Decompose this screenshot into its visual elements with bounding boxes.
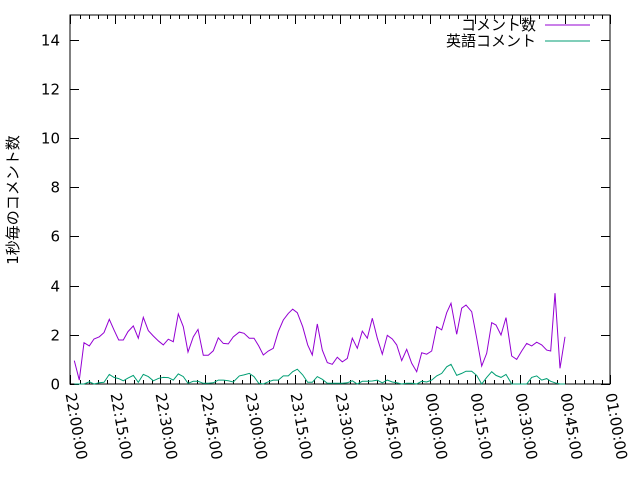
series-line-0 xyxy=(73,293,566,381)
x-tick-label: 00:45:00 xyxy=(557,392,586,461)
y-axis-label: 1秒毎のコメント数 xyxy=(4,135,22,265)
y-tick-label: 4 xyxy=(50,278,60,296)
y-axis-ticks: 0 2 4 6 8 10 12 14 xyxy=(41,32,610,394)
x-tick-label: 23:00:00 xyxy=(242,392,271,461)
x-tick-label: 00:00:00 xyxy=(422,392,451,461)
x-tick-label: 22:15:00 xyxy=(107,392,136,461)
y-tick-label: 6 xyxy=(50,228,60,246)
y-tick-label: 8 xyxy=(50,179,60,197)
x-tick-label: 23:30:00 xyxy=(332,392,361,461)
x-tick-label: 22:30:00 xyxy=(152,392,181,461)
series-line-1 xyxy=(74,363,565,385)
legend-label-0: コメント数 xyxy=(461,16,536,34)
x-axis-ticks: 22:00:00 22:15:00 22:30:00 22:45:00 23:00:00… xyxy=(62,15,631,461)
series-lines xyxy=(73,293,566,385)
legend-label-1: 英語コメント xyxy=(446,32,536,50)
x-tick-label: 22:00:00 xyxy=(62,392,91,461)
x-tick-label: 01:00:00 xyxy=(602,392,631,461)
legend: コメント数 英語コメント xyxy=(446,16,590,50)
plot-border xyxy=(69,14,611,385)
y-tick-label: 2 xyxy=(50,327,60,345)
y-tick-label: 14 xyxy=(41,32,60,50)
x-tick-label: 23:15:00 xyxy=(287,392,316,461)
x-tick-label: 22:45:00 xyxy=(197,392,226,461)
y-tick-label: 12 xyxy=(41,81,60,99)
x-tick-label: 00:30:00 xyxy=(512,392,541,461)
y-tick-label: 0 xyxy=(50,376,60,394)
y-tick-label: 10 xyxy=(41,130,60,148)
x-tick-label: 23:45:00 xyxy=(377,392,406,461)
x-tick-label: 00:15:00 xyxy=(467,392,496,461)
axes xyxy=(69,14,611,385)
